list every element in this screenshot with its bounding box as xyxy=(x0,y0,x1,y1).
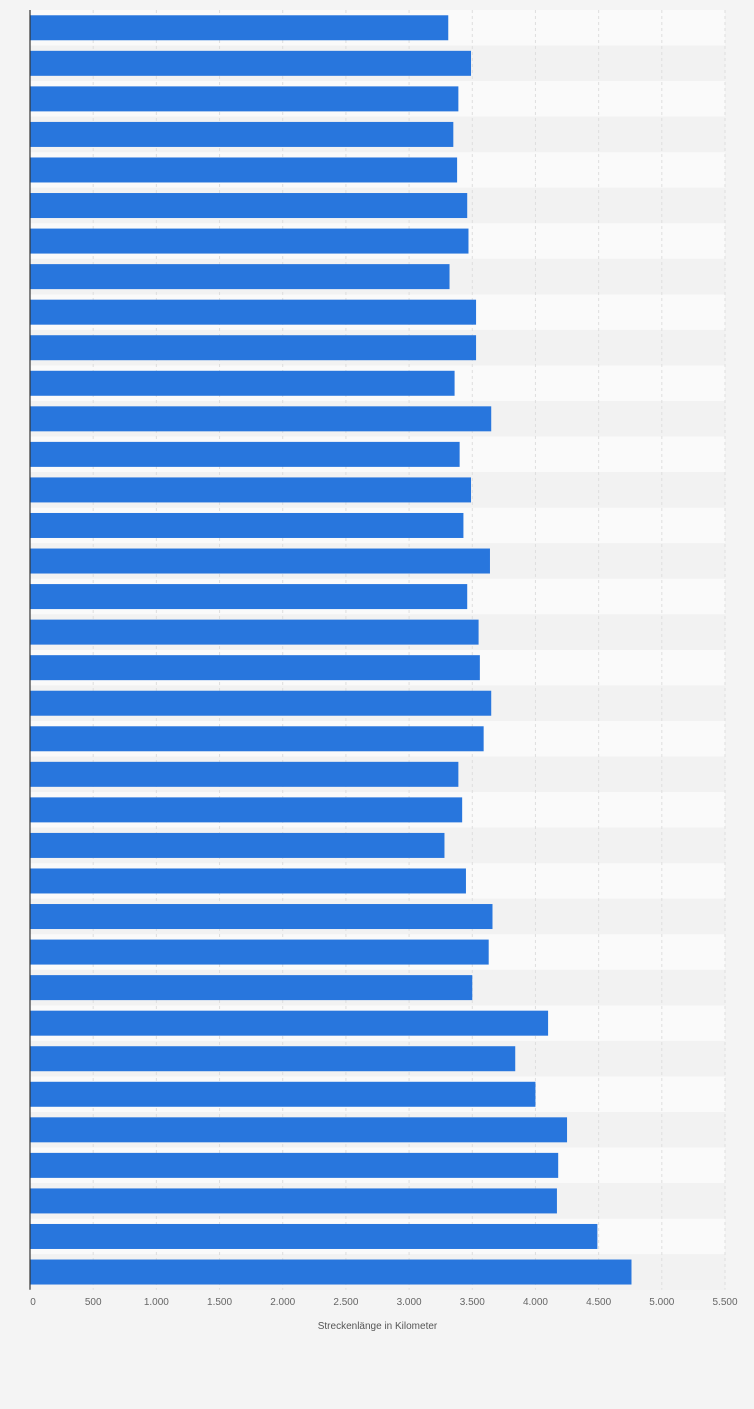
bar[interactable] xyxy=(30,512,464,538)
bar[interactable] xyxy=(30,193,468,219)
bar[interactable] xyxy=(30,441,460,467)
x-tick-label: 4.500 xyxy=(586,1297,611,1308)
bar[interactable] xyxy=(30,584,468,610)
bar[interactable] xyxy=(30,370,455,396)
bar[interactable] xyxy=(30,477,472,503)
bar[interactable] xyxy=(30,904,493,930)
bar[interactable] xyxy=(30,1010,549,1036)
bar[interactable] xyxy=(30,15,449,41)
bar[interactable] xyxy=(30,1152,559,1178)
x-tick-labels: 0 500 1.000 1.500 2.000 2.500 3.000 3.500 4.000 4… xyxy=(30,1297,738,1308)
bar[interactable] xyxy=(30,406,492,432)
x-tick-label: 2.000 xyxy=(270,1297,295,1308)
x-axis-title: Streckenlänge in Kilometer xyxy=(318,1321,438,1332)
bar[interactable] xyxy=(30,548,490,574)
x-tick-label: 1.000 xyxy=(144,1297,169,1308)
bar[interactable] xyxy=(30,86,459,112)
bar[interactable] xyxy=(30,228,469,254)
x-tick-label: 3.500 xyxy=(460,1297,485,1308)
bar[interactable] xyxy=(30,797,463,823)
bar[interactable] xyxy=(30,264,450,290)
bar[interactable] xyxy=(30,939,489,965)
bars xyxy=(30,15,632,1285)
x-tick-label: 5.000 xyxy=(649,1297,674,1308)
bar[interactable] xyxy=(30,726,484,752)
bar[interactable] xyxy=(30,832,445,858)
x-tick-label: 3.000 xyxy=(397,1297,422,1308)
bar[interactable] xyxy=(30,868,466,894)
bar[interactable] xyxy=(30,1117,568,1143)
bar[interactable] xyxy=(30,690,492,716)
bar[interactable] xyxy=(30,335,477,361)
x-tick-label: 5.500 xyxy=(712,1297,737,1308)
bar[interactable] xyxy=(30,121,454,147)
x-tick-label: 0 xyxy=(30,1297,36,1308)
bar[interactable] xyxy=(30,1188,557,1214)
bar[interactable] xyxy=(30,975,473,1001)
bar[interactable] xyxy=(30,655,480,681)
bar[interactable] xyxy=(30,50,472,76)
bar[interactable] xyxy=(30,1259,632,1285)
x-tick-label: 500 xyxy=(85,1297,102,1308)
bar[interactable] xyxy=(30,1046,516,1072)
x-tick-label: 4.000 xyxy=(523,1297,548,1308)
bar[interactable] xyxy=(30,1223,598,1249)
bar[interactable] xyxy=(30,1081,536,1107)
x-tick-label: 1.500 xyxy=(207,1297,232,1308)
x-tick-label: 2.500 xyxy=(333,1297,358,1308)
bar[interactable] xyxy=(30,619,479,645)
bar[interactable] xyxy=(30,157,458,183)
bar[interactable] xyxy=(30,761,459,787)
bar[interactable] xyxy=(30,299,477,325)
